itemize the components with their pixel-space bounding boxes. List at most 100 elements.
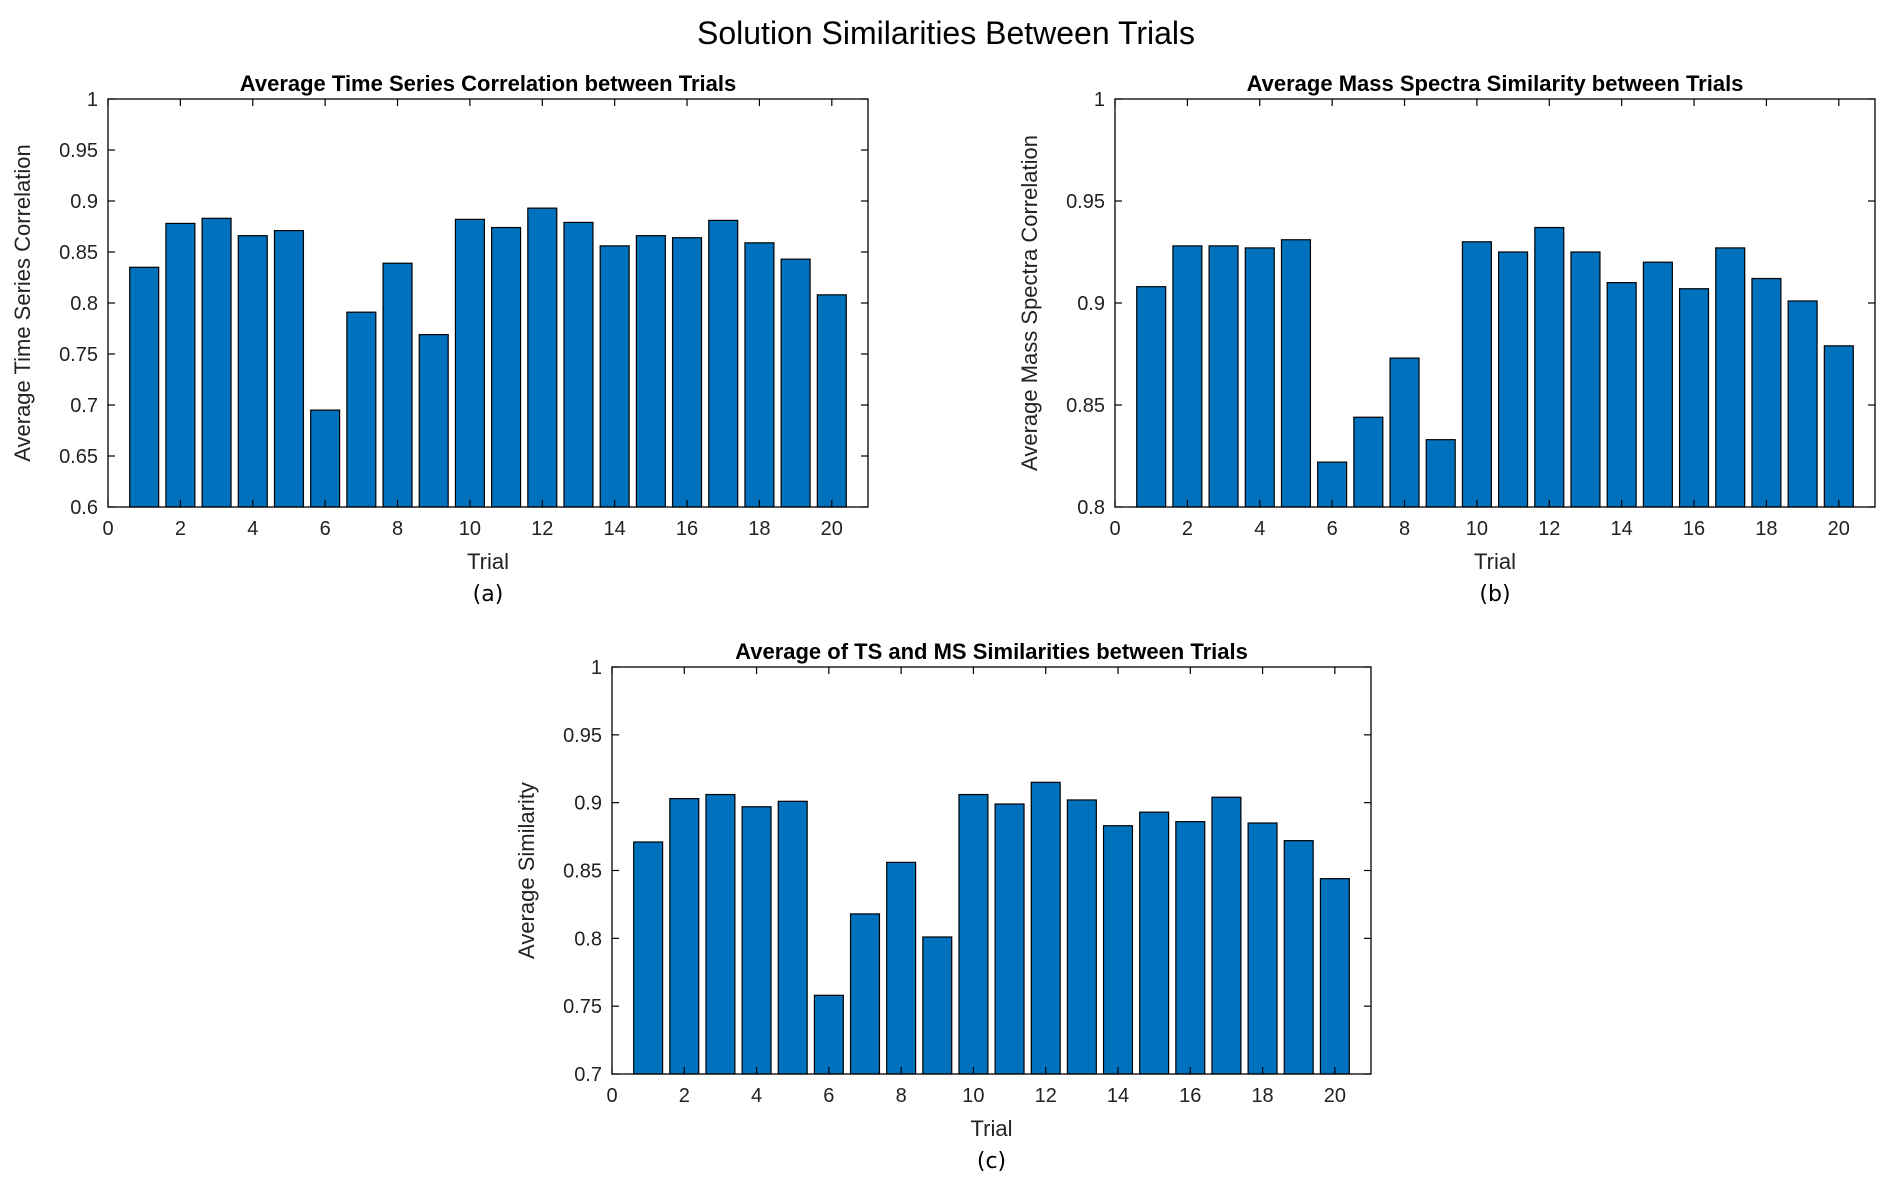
y-tick-label: 0.65 [59, 446, 98, 468]
y-axis-label: Average Mass Spectra Correlation [1017, 135, 1042, 471]
panel-label: (c) [977, 1149, 1006, 1174]
chart-title: Average Mass Spectra Similarity between … [1247, 71, 1744, 96]
x-tick-label: 20 [1324, 1085, 1346, 1107]
x-tick-label: 14 [1611, 518, 1633, 540]
bar-trial-4 [1244, 247, 1275, 508]
x-tick-label: 20 [1828, 518, 1850, 540]
x-tick-label: 12 [1538, 518, 1560, 540]
bar-trial-6 [310, 409, 341, 508]
chart-panel-a: 0 2 4 6 8 10 12 14 16 18 20 0.6 0.65 0.7 0.75 0.8 0.85 0.… [10, 71, 869, 607]
y-tick-label: 0.8 [574, 928, 602, 950]
bar-trial-6 [813, 994, 844, 1075]
bar-trial-20 [1823, 345, 1854, 508]
bar-trial-10 [1461, 241, 1492, 508]
y-tick-label: 0.85 [1066, 395, 1105, 417]
bar-trial-7 [346, 311, 377, 508]
x-tick-label: 10 [459, 518, 481, 540]
x-tick-label: 8 [1399, 518, 1410, 540]
bar-trial-9 [1425, 439, 1456, 508]
x-axis-label: Trial [971, 1116, 1013, 1141]
y-tick-label: 0.8 [70, 293, 98, 315]
x-tick-label: 18 [748, 518, 770, 540]
x-tick-label: 18 [1251, 1085, 1273, 1107]
x-tick-label: 12 [1035, 1085, 1057, 1107]
bar-trial-15 [635, 235, 666, 508]
x-tick-label: 2 [679, 1085, 690, 1107]
x-axis-label: Trial [1474, 549, 1516, 574]
bar-trial-11 [491, 226, 522, 508]
x-axis-label: Trial [467, 549, 509, 574]
bar-trial-1 [633, 841, 664, 1075]
bar-trial-16 [671, 237, 703, 508]
figure-suptitle: Solution Similarities Between Trials [697, 15, 1195, 51]
x-tick-label: 14 [604, 518, 626, 540]
bar-trial-13 [1570, 251, 1601, 508]
bar-trial-9 [922, 936, 953, 1075]
bar-trial-16 [1678, 288, 1710, 508]
y-tick-label: 1 [1094, 89, 1105, 111]
bar-trial-20 [816, 294, 847, 508]
bar-trial-9 [418, 334, 449, 508]
x-tick-label: 12 [531, 518, 553, 540]
y-axis-label: Average Similarity [514, 782, 539, 959]
bar-trial-7 [1353, 416, 1384, 508]
bar-trial-3 [201, 217, 232, 508]
bar-trial-12 [527, 207, 558, 508]
chart-title: Average Time Series Correlation between … [240, 71, 736, 96]
bar-trial-15 [1642, 261, 1673, 508]
x-tick-label: 6 [1327, 518, 1338, 540]
y-tick-label: 0.8 [1077, 497, 1105, 519]
x-tick-label: 8 [392, 518, 403, 540]
bar-trial-10 [454, 218, 485, 508]
x-tick-label: 18 [1755, 518, 1777, 540]
bar-trial-19 [1787, 300, 1818, 508]
y-tick-label: 1 [87, 89, 98, 111]
bar-trial-10 [958, 793, 989, 1075]
x-tick-label: 16 [676, 518, 698, 540]
y-tick-label: 0.95 [1066, 191, 1105, 213]
y-tick-label: 0.9 [574, 793, 602, 815]
y-tick-label: 0.6 [70, 497, 98, 519]
bar-trial-20 [1319, 878, 1350, 1075]
bar-trial-3 [705, 793, 736, 1075]
y-tick-label: 0.7 [70, 395, 98, 417]
bar-trial-13 [563, 221, 594, 508]
y-tick-label: 0.7 [574, 1064, 602, 1086]
panel-label: (a) [473, 582, 504, 607]
bar-trial-17 [1211, 796, 1242, 1075]
y-axis-label: Average Time Series Correlation [10, 144, 35, 462]
bar-trial-1 [1136, 286, 1167, 508]
bar-trial-5 [273, 229, 305, 508]
bar-trial-4 [741, 806, 772, 1075]
bar-trial-18 [744, 242, 775, 508]
bar-trial-1 [129, 266, 160, 508]
y-tick-label: 0.75 [59, 344, 98, 366]
x-tick-label: 16 [1179, 1085, 1201, 1107]
bar-trial-19 [780, 258, 811, 508]
bar-trial-2 [165, 222, 196, 508]
bar-trial-14 [599, 245, 630, 508]
y-tick-label: 0.9 [1077, 293, 1105, 315]
y-tick-label: 0.75 [563, 996, 602, 1018]
x-tick-label: 0 [1109, 518, 1120, 540]
x-tick-label: 4 [247, 518, 258, 540]
bar-trial-3 [1208, 245, 1239, 508]
bar-trial-2 [669, 797, 700, 1075]
chart-title: Average of TS and MS Similarities betwee… [735, 639, 1248, 664]
bar-trial-8 [886, 861, 917, 1075]
x-tick-label: 16 [1683, 518, 1705, 540]
bar-trial-18 [1751, 277, 1782, 508]
x-tick-label: 6 [823, 1085, 834, 1107]
bar-trial-14 [1606, 282, 1637, 508]
bar-trial-5 [1280, 239, 1312, 508]
bar-trial-13 [1066, 799, 1097, 1075]
bar-trial-11 [994, 803, 1025, 1075]
bar-trial-8 [382, 262, 413, 508]
bar-trial-6 [1317, 461, 1348, 508]
bar-trial-18 [1247, 822, 1278, 1075]
y-tick-label: 0.85 [59, 242, 98, 264]
x-tick-label: 14 [1107, 1085, 1129, 1107]
chart-panel-c: 0 2 4 6 8 10 12 14 16 18 20 0.7 0.75 0.8 0.85 0.9 0.95 1 A… [514, 639, 1372, 1174]
bar-trial-12 [1030, 781, 1061, 1075]
bar-trial-16 [1175, 821, 1206, 1075]
